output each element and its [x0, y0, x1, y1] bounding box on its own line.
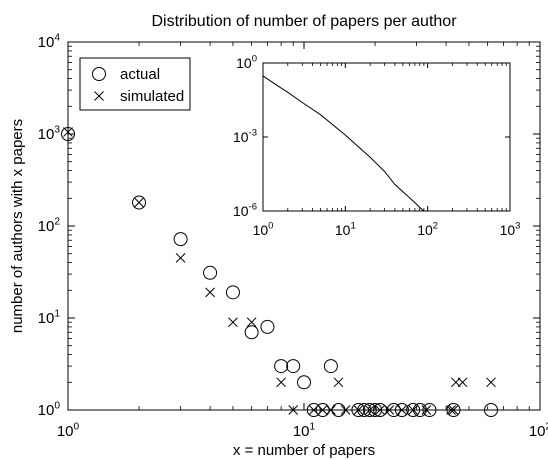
y-tick-label: 104 [38, 32, 61, 51]
legend: actual simulated [79, 57, 191, 111]
actual-point [368, 403, 383, 417]
actual-point [306, 403, 321, 417]
inset-axes-box [262, 62, 511, 212]
inset-x-tick-label: 101 [335, 221, 356, 238]
simulated-point [276, 377, 286, 388]
actual-point [351, 403, 366, 417]
series-actual [61, 127, 499, 417]
simulated-point [397, 405, 407, 415]
simulated-point [448, 405, 459, 415]
simulated-point [446, 405, 456, 415]
main-plot: 100 101 102 100 101 102 103 104 Distribution of … [9, 13, 548, 459]
simulated-point [421, 405, 432, 415]
y-tick-label: 103 [38, 124, 61, 143]
actual-point [315, 403, 330, 417]
inset-line [262, 75, 425, 212]
simulated-point [246, 317, 257, 328]
x-tick-label: 102 [529, 421, 548, 440]
actual-point [362, 403, 377, 417]
simulated-point [486, 377, 496, 388]
simulated-point [375, 405, 385, 415]
x-tick-label: 100 [57, 421, 80, 440]
actual-point [260, 319, 275, 334]
inset-y-tick-label: 10-6 [233, 202, 257, 219]
actual-point [297, 375, 311, 390]
actual-point [406, 403, 421, 417]
simulated-point [451, 377, 461, 388]
simulated-point [353, 405, 364, 415]
y-tick-label: 101 [38, 308, 61, 327]
legend-marker-actual [92, 67, 106, 81]
actual-point [386, 403, 401, 417]
y-tick-label: 102 [38, 216, 61, 235]
actual-point [61, 127, 75, 141]
actual-point [323, 359, 338, 374]
inset-plot: 100 101 102 103 10-6 10-3 100 [233, 54, 520, 238]
inset-y-tick-label: 100 [236, 54, 257, 71]
actual-point [446, 403, 461, 417]
actual-point [274, 359, 289, 374]
simulated-point [340, 405, 351, 415]
simulated-point [457, 377, 468, 388]
inset-x-tick-label: 102 [417, 221, 438, 238]
x-axis-label: x = number of papers [233, 442, 375, 459]
actual-point [422, 403, 437, 417]
inset-x-tick-label: 100 [253, 221, 274, 238]
inset-x-tick-label: 103 [500, 221, 521, 238]
simulated-point [333, 377, 344, 388]
actual-point [225, 285, 240, 300]
x-tick-label: 101 [293, 421, 316, 440]
legend-label-simulated: simulated [120, 88, 184, 105]
simulated-point [134, 197, 144, 208]
chart-title: Distribution of number of papers per aut… [151, 13, 457, 30]
legend-label-actual: actual [120, 66, 160, 83]
legend-box [79, 57, 191, 111]
simulated-point [308, 405, 319, 415]
simulated-point [326, 405, 336, 415]
y-tick-label: 100 [38, 400, 61, 419]
y-axis-label: number of authors with x papers [9, 119, 26, 333]
legend-marker-simulated [94, 91, 104, 101]
actual-point [244, 325, 259, 340]
inset-y-tick-label: 10-3 [233, 128, 257, 145]
simulated-point [228, 317, 238, 328]
simulated-point [317, 405, 328, 415]
simulated-point [205, 287, 215, 298]
simulated-point [63, 127, 73, 137]
simulated-point [408, 405, 418, 415]
simulated-point [175, 253, 186, 263]
simulated-point [384, 405, 395, 415]
simulated-point [288, 405, 299, 415]
series-simulated [63, 127, 496, 415]
simulated-point [364, 405, 375, 415]
actual-point [132, 195, 147, 210]
actual-point [373, 403, 388, 417]
actual-point [484, 403, 499, 417]
actual-point [286, 359, 301, 374]
actual-point [203, 265, 218, 280]
actual-point [394, 403, 409, 417]
actual-point [173, 232, 188, 247]
